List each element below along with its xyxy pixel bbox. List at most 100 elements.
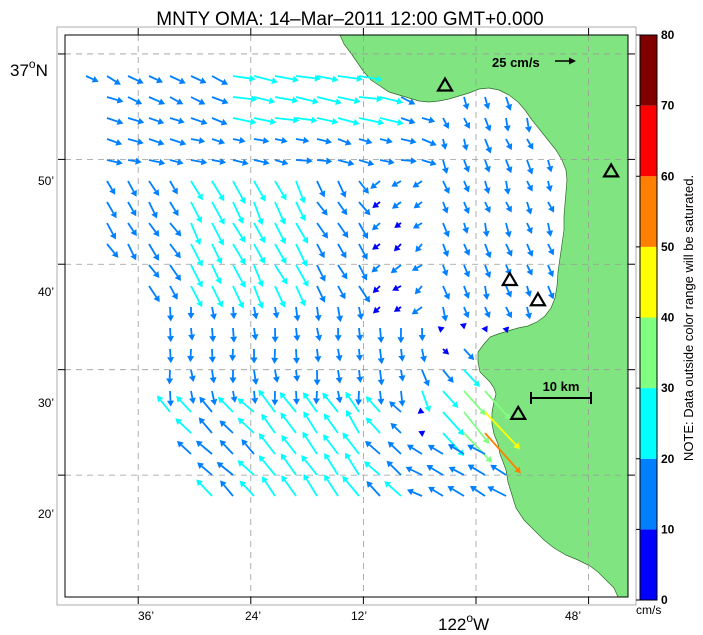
x-tick-label-1: 36’ bbox=[138, 609, 154, 623]
svg-text:122oW: 122oW bbox=[438, 611, 489, 634]
current-vector bbox=[372, 306, 381, 314]
current-vector bbox=[324, 474, 339, 497]
current-vector bbox=[251, 306, 259, 320]
current-vector bbox=[239, 480, 255, 497]
current-vector bbox=[447, 486, 465, 497]
current-vector bbox=[106, 158, 123, 166]
current-vector bbox=[426, 465, 444, 476]
current-vector bbox=[323, 413, 339, 434]
current-vector bbox=[219, 439, 234, 455]
current-vector bbox=[337, 159, 355, 167]
current-vector bbox=[484, 264, 492, 279]
current-vector bbox=[187, 306, 195, 320]
current-vector bbox=[421, 138, 437, 147]
current-vector bbox=[253, 158, 270, 166]
current-vector bbox=[241, 439, 255, 455]
current-vector bbox=[442, 222, 450, 238]
current-vector bbox=[358, 95, 383, 103]
current-vector bbox=[545, 180, 553, 192]
current-vector bbox=[316, 96, 342, 106]
current-vector bbox=[175, 418, 192, 434]
current-vector bbox=[106, 138, 123, 146]
current-vector bbox=[258, 433, 276, 455]
colorbar-tick-label: 30 bbox=[661, 381, 675, 395]
current-vector bbox=[484, 411, 521, 450]
current-vector bbox=[230, 390, 238, 403]
current-vector bbox=[463, 348, 475, 361]
colorbar-tick-label: 50 bbox=[661, 240, 675, 254]
current-vector bbox=[169, 96, 184, 105]
axis-ticks bbox=[58, 28, 635, 604]
current-vector bbox=[274, 136, 288, 144]
current-vector bbox=[342, 475, 360, 497]
current-vector bbox=[274, 180, 287, 201]
colorbar-segment bbox=[640, 246, 657, 318]
current-vector bbox=[274, 201, 286, 225]
current-vector bbox=[428, 486, 444, 497]
current-vector bbox=[316, 222, 329, 239]
current-vector bbox=[505, 201, 512, 213]
current-vector bbox=[358, 137, 373, 145]
current-vector bbox=[274, 75, 299, 83]
current-vector bbox=[547, 264, 555, 278]
station-marker bbox=[509, 404, 528, 420]
current-vector bbox=[398, 369, 406, 382]
current-vector bbox=[274, 264, 288, 285]
current-vector bbox=[293, 369, 301, 382]
current-vector bbox=[355, 390, 363, 406]
current-vector bbox=[209, 369, 217, 384]
current-vector bbox=[219, 420, 234, 434]
current-vector bbox=[379, 117, 404, 126]
current-vector bbox=[463, 117, 471, 129]
current-vector bbox=[315, 327, 323, 342]
current-vector bbox=[190, 264, 203, 288]
current-vector bbox=[406, 488, 423, 497]
chart-title: MNTY OMA: 14–Mar–2011 12:00 GMT+0.000 bbox=[156, 9, 543, 30]
current-vector bbox=[358, 264, 368, 281]
current-vector bbox=[421, 369, 430, 387]
current-vector bbox=[261, 413, 276, 434]
current-vector bbox=[271, 348, 279, 364]
current-vector bbox=[316, 264, 326, 282]
y-major-suffix: N bbox=[36, 61, 48, 80]
current-vector bbox=[546, 222, 554, 237]
current-vector bbox=[271, 390, 279, 406]
current-vector bbox=[372, 201, 381, 208]
current-vector bbox=[295, 243, 308, 267]
current-vector bbox=[526, 138, 534, 150]
current-vector bbox=[211, 75, 229, 85]
current-vector bbox=[188, 369, 196, 382]
current-vector bbox=[503, 117, 511, 132]
current-vector bbox=[337, 201, 348, 216]
current-vector bbox=[463, 264, 471, 278]
current-vector bbox=[484, 201, 491, 213]
current-vector bbox=[363, 461, 381, 476]
current-vector bbox=[316, 137, 332, 145]
current-vector bbox=[232, 285, 245, 309]
current-vector bbox=[502, 326, 510, 334]
current-vector bbox=[342, 432, 360, 455]
colorbar-tick-label: 20 bbox=[661, 452, 675, 466]
y-major-label: 37oN bbox=[10, 57, 48, 80]
current-vector bbox=[387, 441, 402, 455]
current-vector bbox=[358, 159, 375, 167]
scale-bar: 10 km bbox=[530, 379, 592, 404]
current-vector bbox=[463, 285, 470, 299]
current-vector bbox=[197, 462, 213, 476]
current-vector bbox=[393, 243, 402, 252]
current-vector bbox=[324, 452, 339, 476]
station-marker bbox=[529, 291, 547, 307]
current-vector bbox=[217, 396, 234, 413]
current-vector bbox=[167, 348, 175, 364]
current-vector bbox=[253, 222, 266, 244]
current-vector bbox=[237, 417, 255, 434]
current-vector bbox=[482, 222, 490, 238]
current-vector bbox=[412, 222, 423, 229]
current-vector bbox=[272, 306, 280, 319]
current-vector bbox=[356, 327, 364, 342]
current-vector bbox=[482, 285, 490, 300]
current-vector bbox=[188, 327, 196, 341]
current-vector bbox=[337, 285, 346, 300]
current-vector bbox=[462, 96, 470, 110]
current-vector bbox=[484, 138, 492, 154]
